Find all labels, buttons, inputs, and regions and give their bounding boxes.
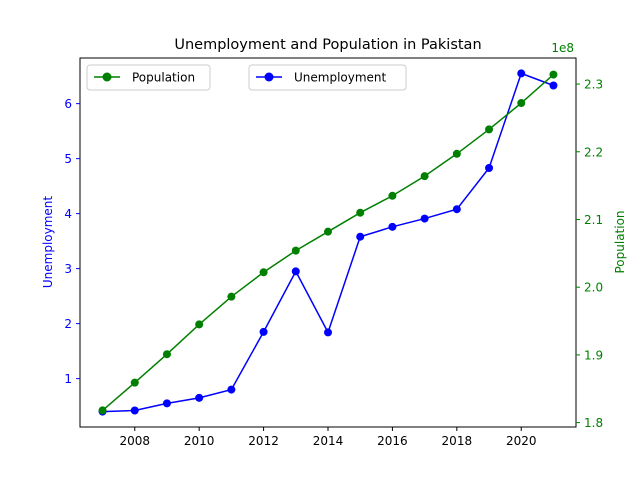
- data-point-population: [98, 406, 107, 415]
- data-point-population: [195, 320, 204, 329]
- data-point-unemployment: [549, 81, 558, 90]
- right-y-tick-label: 2.0: [584, 281, 603, 295]
- right-y-tick-label: 2.1: [584, 213, 603, 227]
- legend-population: Population: [86, 64, 211, 91]
- data-point-population: [549, 70, 558, 79]
- data-point-unemployment: [291, 267, 300, 276]
- legend-box: [248, 64, 407, 91]
- chart-title: Unemployment and Population in Pakistan: [174, 37, 481, 53]
- data-point-unemployment: [485, 163, 494, 172]
- data-point-unemployment: [195, 393, 204, 402]
- x-tick-label: 2020: [506, 434, 537, 448]
- data-point-unemployment: [130, 406, 139, 415]
- x-tick-label: 2012: [248, 434, 279, 448]
- data-point-unemployment: [452, 205, 461, 214]
- legend-marker-unemployment: [264, 72, 274, 82]
- legend-unemployment: Unemployment: [248, 64, 407, 91]
- data-point-unemployment: [259, 327, 268, 336]
- left-axis-label: Unemployment: [41, 196, 55, 289]
- data-point-population: [388, 191, 397, 200]
- series-line-unemployment: [102, 72, 554, 413]
- series-population: [98, 70, 558, 415]
- data-point-population: [452, 149, 461, 158]
- data-point-population: [420, 172, 429, 181]
- left-y-axis: 1 2 3 4 5 6: [64, 97, 80, 386]
- x-tick-label: 2018: [442, 434, 473, 448]
- legend-box: [86, 64, 211, 91]
- data-point-population: [291, 246, 300, 255]
- data-point-population: [259, 268, 268, 277]
- data-point-unemployment: [162, 399, 171, 408]
- data-point-population: [130, 378, 139, 387]
- right-y-axis: 1.8 1.9 2.0 2.1 2.2 2.3: [576, 78, 603, 430]
- data-point-population: [162, 350, 171, 359]
- series-line-population: [102, 74, 554, 411]
- data-point-unemployment: [420, 214, 429, 223]
- legend-marker-population: [102, 72, 112, 82]
- left-y-tick-label: 1: [64, 372, 72, 386]
- data-point-population: [356, 208, 365, 217]
- right-y-tick-label: 2.3: [584, 78, 603, 92]
- data-point-unemployment: [227, 385, 236, 394]
- data-point-unemployment: [356, 232, 365, 241]
- right-y-tick-label: 1.9: [584, 348, 603, 362]
- right-axis-label: Population: [613, 210, 627, 273]
- series-unemployment: [98, 69, 558, 416]
- data-point-unemployment: [517, 69, 526, 78]
- data-point-unemployment: [388, 222, 397, 231]
- right-y-tick-label: 1.8: [584, 416, 603, 430]
- x-tick-label: 2016: [377, 434, 408, 448]
- left-y-tick-label: 5: [64, 152, 72, 166]
- left-y-tick-label: 4: [64, 207, 72, 221]
- left-y-tick-label: 2: [64, 317, 72, 331]
- x-tick-label: 2014: [313, 434, 344, 448]
- right-axis-offset-text: 1e8: [551, 41, 574, 55]
- right-y-tick-label: 2.2: [584, 145, 603, 159]
- x-tick-label: 2010: [184, 434, 215, 448]
- data-point-population: [324, 227, 332, 236]
- left-y-tick-label: 6: [64, 97, 72, 111]
- plot-area: [79, 57, 577, 428]
- data-point-population: [485, 125, 494, 134]
- legend-label-unemployment: Unemployment: [294, 71, 387, 85]
- x-axis: 2008 2010 2012 2014 2016 2018 2020: [119, 427, 537, 448]
- data-point-unemployment: [324, 328, 332, 337]
- x-tick-label: 2008: [119, 434, 150, 448]
- legend-label-population: Population: [132, 71, 195, 85]
- data-point-population: [227, 292, 236, 301]
- left-y-tick-label: 3: [64, 262, 72, 276]
- data-point-population: [517, 99, 526, 108]
